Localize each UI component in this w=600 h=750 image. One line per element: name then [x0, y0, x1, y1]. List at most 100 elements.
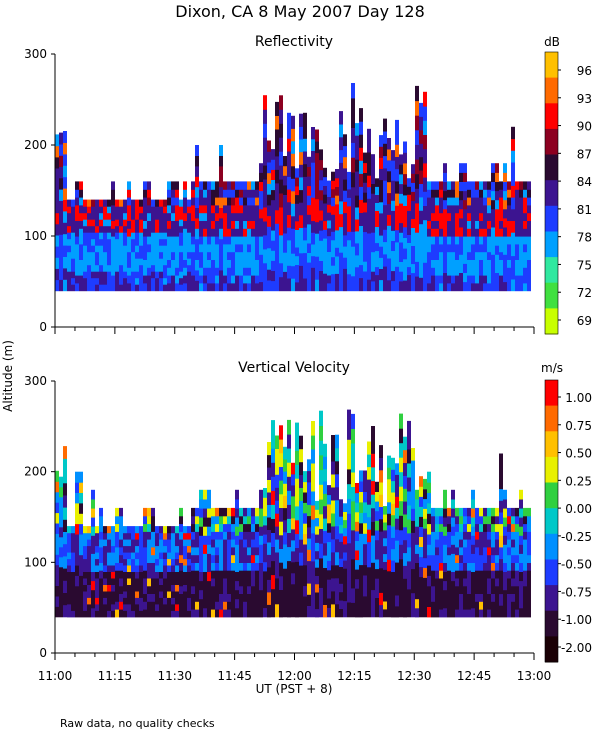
heatmap-cell	[499, 453, 503, 466]
heatmap-cell	[339, 136, 343, 151]
heatmap-cell	[103, 258, 107, 266]
heatmap-cell	[363, 172, 367, 183]
heatmap-cell	[223, 236, 227, 245]
heatmap-cell	[115, 219, 119, 227]
heatmap-cell	[447, 507, 451, 517]
heatmap-cell	[115, 225, 119, 233]
heatmap-cell	[447, 236, 451, 245]
heatmap-cell	[347, 587, 351, 603]
heatmap-cell	[99, 562, 103, 571]
heatmap-cell	[219, 155, 223, 167]
heatmap-cell	[307, 195, 311, 206]
heatmap-cell	[419, 210, 423, 225]
heatmap-cell	[319, 440, 323, 456]
heatmap-cell	[303, 176, 307, 190]
heatmap-cell	[375, 597, 379, 608]
heatmap-cell	[115, 601, 119, 610]
heatmap-cell	[287, 176, 291, 190]
heatmap-cell	[223, 577, 227, 587]
heatmap-cell	[63, 142, 67, 155]
heatmap-cell	[431, 197, 435, 206]
heatmap-cell	[383, 266, 387, 279]
heatmap-cell	[339, 574, 343, 584]
heatmap-cell	[207, 243, 211, 253]
heatmap-cell	[175, 532, 179, 540]
heatmap-cell	[339, 265, 343, 279]
heatmap-cell	[59, 234, 63, 247]
heatmap-cell	[471, 580, 475, 591]
heatmap-cell	[75, 181, 79, 190]
heatmap-cell	[455, 282, 459, 292]
heatmap-cell	[263, 497, 267, 507]
heatmap-cell	[523, 251, 527, 260]
heatmap-cell	[471, 544, 475, 554]
heatmap-cell	[415, 562, 419, 572]
heatmap-cell	[115, 554, 119, 563]
heatmap-cell	[327, 251, 331, 260]
heatmap-cell	[351, 428, 355, 444]
heatmap-cell	[255, 204, 259, 214]
heatmap-cell	[435, 531, 439, 540]
heatmap-cell	[519, 212, 523, 221]
heatmap-cell	[347, 265, 351, 275]
heatmap-cell	[243, 546, 247, 556]
heatmap-cell	[487, 601, 491, 610]
heatmap-cell	[431, 570, 435, 579]
heatmap-cell	[323, 579, 327, 593]
heatmap-cell	[447, 181, 451, 190]
heatmap-cell	[355, 206, 359, 220]
heatmap-cell	[463, 562, 467, 571]
heatmap-cell	[287, 433, 291, 449]
heatmap-cell	[187, 610, 191, 618]
heatmap-cell	[375, 520, 379, 531]
heatmap-cell	[219, 249, 223, 260]
heatmap-cell	[447, 570, 451, 579]
heatmap-cell	[111, 545, 115, 553]
heatmap-cell	[71, 277, 75, 285]
heatmap-cell	[359, 595, 363, 607]
heatmap-cell	[447, 275, 451, 284]
heatmap-cell	[299, 603, 303, 618]
heatmap-cell	[271, 230, 275, 241]
heatmap-cell	[511, 577, 515, 587]
heatmap-cell	[355, 183, 359, 196]
heatmap-cell	[115, 251, 119, 259]
heatmap-cell	[463, 539, 467, 548]
heatmap-cell	[255, 593, 259, 602]
heatmap-cell	[283, 242, 287, 253]
heatmap-cell	[167, 584, 171, 592]
heatmap-cell	[335, 499, 339, 514]
heatmap-cell	[335, 577, 339, 592]
heatmap-cell	[331, 512, 335, 527]
heatmap-cell	[243, 212, 247, 221]
heatmap-cell	[275, 461, 279, 475]
heatmap-cell	[391, 270, 395, 282]
heatmap-cell	[127, 259, 131, 268]
heatmap-cell	[379, 190, 383, 203]
heatmap-cell	[359, 199, 363, 213]
heatmap-cell	[499, 181, 503, 190]
heatmap-cell	[515, 539, 519, 548]
heatmap-cell	[407, 490, 411, 506]
heatmap-cell	[59, 596, 63, 608]
heatmap-cell	[223, 554, 227, 563]
footnote: Raw data, no quality checks	[60, 717, 215, 730]
heatmap-cell	[411, 209, 415, 219]
heatmap-cell	[315, 567, 319, 576]
heatmap-cell	[175, 539, 179, 547]
heatmap-cell	[215, 212, 219, 221]
heatmap-cell	[363, 211, 367, 223]
heatmap-cell	[335, 473, 339, 488]
heatmap-cell	[387, 605, 391, 618]
heatmap-cell	[143, 609, 147, 618]
heatmap-cell	[207, 259, 211, 268]
heatmap-cell	[291, 462, 295, 475]
heatmap-cell	[339, 499, 343, 509]
heatmap-cell	[411, 544, 415, 557]
heatmap-cell	[503, 281, 507, 292]
heatmap-cell	[283, 483, 287, 496]
heatmap-cell	[107, 526, 111, 534]
heatmap-cell	[299, 435, 303, 450]
heatmap-cell	[99, 577, 103, 587]
